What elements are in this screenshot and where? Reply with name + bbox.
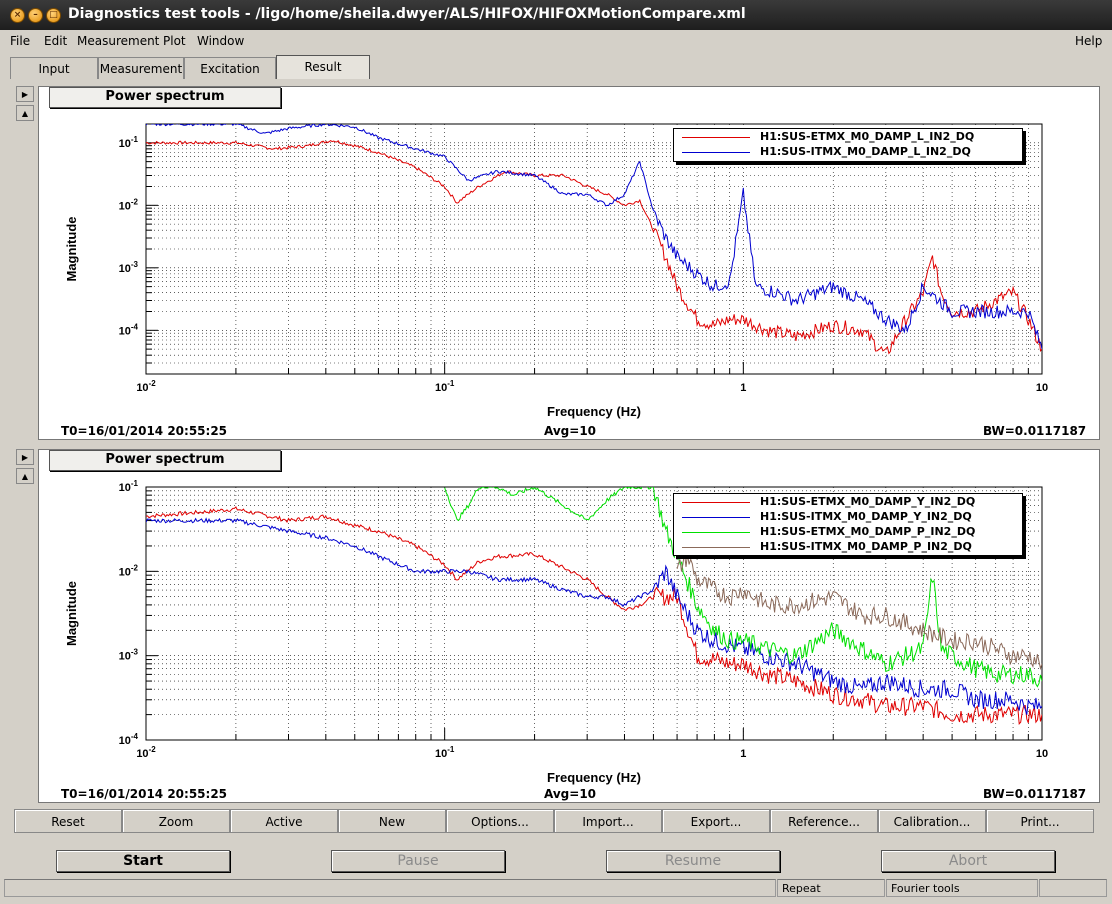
- status-repeat: Repeat: [777, 879, 885, 897]
- legend-label: H1:SUS-ITMX_M0_DAMP_P_IN2_DQ: [760, 540, 972, 553]
- legend-swatch: [682, 532, 750, 533]
- import-button[interactable]: Import...: [554, 809, 662, 833]
- x-tick-label: 10: [1036, 382, 1048, 394]
- legend-label: H1:SUS-ETMX_M0_DAMP_P_IN2_DQ: [760, 525, 976, 538]
- plot-grid: [145, 123, 1042, 375]
- resume-button[interactable]: Resume: [606, 850, 780, 872]
- status-bar: Repeat Fourier tools: [0, 879, 1112, 899]
- menu-file[interactable]: File: [10, 34, 31, 48]
- calibration-button[interactable]: Calibration...: [878, 809, 986, 833]
- plot-toolbar: Reset Zoom Active New Options... Import.…: [14, 809, 1094, 833]
- plot-frame: [145, 123, 1043, 375]
- plot-panel-1: Power spectrum 10-2 10-1 1 10 10-1 10-2 10-3 10…: [38, 86, 1100, 440]
- series-line: [146, 139, 1042, 355]
- series-line: [146, 124, 1042, 350]
- panel2-expand-right-icon[interactable]: ▶: [16, 449, 34, 465]
- legend-label: H1:SUS-ITMX_M0_DAMP_L_IN2_DQ: [760, 145, 971, 158]
- legend-swatch: [682, 137, 750, 138]
- abort-button[interactable]: Abort: [881, 850, 1055, 872]
- menu-measurement[interactable]: Measurement: [77, 34, 160, 48]
- plot2-bw: BW=0.0117187: [983, 787, 1087, 801]
- maximize-window-icon[interactable]: □: [46, 8, 61, 23]
- plot1-legend: H1:SUS-ETMX_M0_DAMP_L_IN2_DQ H1:SUS-ITMX…: [673, 128, 1023, 162]
- panel1-expand-up-icon[interactable]: ▲: [16, 105, 34, 121]
- new-button[interactable]: New: [338, 809, 446, 833]
- y-tick-label: 10-1: [119, 479, 139, 494]
- tab-result[interactable]: Result: [276, 55, 370, 79]
- status-extra: [1039, 879, 1107, 897]
- pause-button[interactable]: Pause: [331, 850, 505, 872]
- y-axis-label: Magnitude: [64, 581, 79, 646]
- export-button[interactable]: Export...: [662, 809, 770, 833]
- panel2-expand-up-icon[interactable]: ▲: [16, 468, 34, 484]
- plot1-bw: BW=0.0117187: [983, 424, 1087, 438]
- plot1-title: Power spectrum: [49, 87, 281, 108]
- window-controls: × – □: [10, 8, 61, 23]
- y-tick-label: 10-4: [119, 732, 139, 747]
- y-tick-label: 10-3: [119, 260, 139, 275]
- plot2-avg: Avg=10: [544, 787, 597, 801]
- tab-input[interactable]: Input: [10, 57, 98, 79]
- x-tick-label: 1: [740, 382, 746, 394]
- reset-button[interactable]: Reset: [14, 809, 122, 833]
- series-line: [676, 552, 1042, 671]
- menu-help[interactable]: Help: [1075, 34, 1103, 48]
- menu-bar: File Edit Measurement Plot Window Help: [0, 31, 1112, 53]
- status-fourier-tools: Fourier tools: [886, 879, 1038, 897]
- x-tick-label: 10-2: [136, 745, 156, 760]
- close-window-icon[interactable]: ×: [10, 8, 25, 23]
- active-button[interactable]: Active: [230, 809, 338, 833]
- menu-window[interactable]: Window: [197, 34, 245, 48]
- x-tick-label: 10: [1036, 748, 1048, 760]
- legend-swatch: [682, 152, 750, 153]
- plot1-t0: T0=16/01/2014 20:55:25: [61, 424, 228, 438]
- x-tick-label: 10-1: [435, 745, 455, 760]
- series-line: [444, 487, 1042, 688]
- y-tick-label: 10-1: [119, 135, 139, 150]
- status-message: [4, 879, 776, 897]
- zoom-button[interactable]: Zoom: [122, 809, 230, 833]
- y-tick-label: 10-3: [119, 648, 139, 663]
- plot1-avg: Avg=10: [544, 424, 597, 438]
- legend-label: H1:SUS-ETMX_M0_DAMP_Y_IN2_DQ: [760, 495, 976, 508]
- plot2-t0: T0=16/01/2014 20:55:25: [61, 787, 228, 801]
- y-axis-label: Magnitude: [64, 217, 79, 282]
- plot-panel-2: Power spectrum 10-2 10-1 1 10 10-1 10-2 10-3 10…: [38, 449, 1100, 803]
- minimize-window-icon[interactable]: –: [28, 8, 43, 23]
- plot2-title: Power spectrum: [49, 450, 281, 471]
- tab-measurement[interactable]: Measurement: [98, 57, 184, 79]
- plot-frame: [145, 486, 1043, 741]
- plot1-canvas[interactable]: 10-2 10-1 1 10 10-1 10-2 10-3 10-4 Frequency (Hz…: [39, 87, 1099, 439]
- series-line: [146, 506, 1042, 726]
- x-tick-label: 10-2: [136, 379, 156, 394]
- title-bar: × – □ Diagnostics test tools - /ligo/hom…: [0, 0, 1112, 30]
- legend-swatch: [682, 517, 750, 518]
- x-tick-label: 1: [740, 748, 746, 760]
- start-button[interactable]: Start: [56, 850, 230, 872]
- reference-button[interactable]: Reference...: [770, 809, 878, 833]
- options-button[interactable]: Options...: [446, 809, 554, 833]
- y-tick-label: 10-2: [119, 197, 139, 212]
- plot2-canvas[interactable]: 10-2 10-1 1 10 10-1 10-2 10-3 10-4 Frequency (Hz…: [39, 450, 1099, 802]
- x-tick-label: 10-1: [435, 379, 455, 394]
- legend-label: H1:SUS-ITMX_M0_DAMP_Y_IN2_DQ: [760, 510, 972, 523]
- panel1-expand-right-icon[interactable]: ▶: [16, 86, 34, 102]
- x-axis-label: Frequency (Hz): [547, 770, 641, 785]
- menu-edit[interactable]: Edit: [44, 34, 68, 48]
- legend-swatch: [682, 502, 750, 503]
- legend-swatch: [682, 547, 750, 548]
- window-title: Diagnostics test tools - /ligo/home/shei…: [68, 6, 746, 22]
- plot2-legend: H1:SUS-ETMX_M0_DAMP_Y_IN2_DQ H1:SUS-ITMX…: [673, 493, 1023, 556]
- series-line: [146, 517, 1042, 715]
- menu-plot[interactable]: Plot: [163, 34, 186, 48]
- print-button[interactable]: Print...: [986, 809, 1094, 833]
- x-axis-label: Frequency (Hz): [547, 404, 641, 419]
- y-tick-label: 10-4: [119, 322, 139, 337]
- legend-label: H1:SUS-ETMX_M0_DAMP_L_IN2_DQ: [760, 130, 975, 143]
- y-tick-label: 10-2: [119, 563, 139, 578]
- tab-excitation[interactable]: Excitation: [184, 57, 276, 79]
